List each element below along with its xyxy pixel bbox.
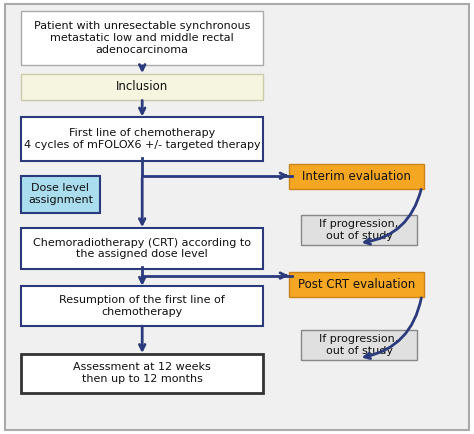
Text: If progression,
out of study: If progression, out of study	[319, 334, 399, 356]
FancyBboxPatch shape	[21, 354, 263, 393]
FancyBboxPatch shape	[5, 4, 469, 430]
FancyBboxPatch shape	[301, 330, 417, 360]
FancyBboxPatch shape	[21, 176, 100, 213]
FancyBboxPatch shape	[301, 215, 417, 245]
Text: If progression,
out of study: If progression, out of study	[319, 219, 399, 241]
FancyBboxPatch shape	[289, 272, 424, 297]
FancyBboxPatch shape	[21, 228, 263, 269]
FancyBboxPatch shape	[21, 117, 263, 161]
Text: Inclusion: Inclusion	[116, 80, 168, 93]
FancyBboxPatch shape	[21, 11, 263, 65]
FancyBboxPatch shape	[21, 286, 263, 326]
FancyBboxPatch shape	[21, 74, 263, 100]
Text: Post CRT evaluation: Post CRT evaluation	[298, 278, 415, 291]
Text: Interim evaluation: Interim evaluation	[302, 170, 411, 183]
Text: Patient with unresectable synchronous
metastatic low and middle rectal
adenocarc: Patient with unresectable synchronous me…	[34, 21, 250, 55]
Text: Dose level
assignment: Dose level assignment	[28, 184, 93, 205]
Text: First line of chemotherapy
4 cycles of mFOLOX6 +/- targeted therapy: First line of chemotherapy 4 cycles of m…	[24, 128, 261, 150]
Text: Assessment at 12 weeks
then up to 12 months: Assessment at 12 weeks then up to 12 mon…	[73, 362, 211, 384]
FancyBboxPatch shape	[289, 164, 424, 189]
Text: Resumption of the first line of
chemotherapy: Resumption of the first line of chemothe…	[59, 295, 225, 317]
Text: Chemoradiotherapy (CRT) according to
the assigned dose level: Chemoradiotherapy (CRT) according to the…	[33, 238, 251, 259]
